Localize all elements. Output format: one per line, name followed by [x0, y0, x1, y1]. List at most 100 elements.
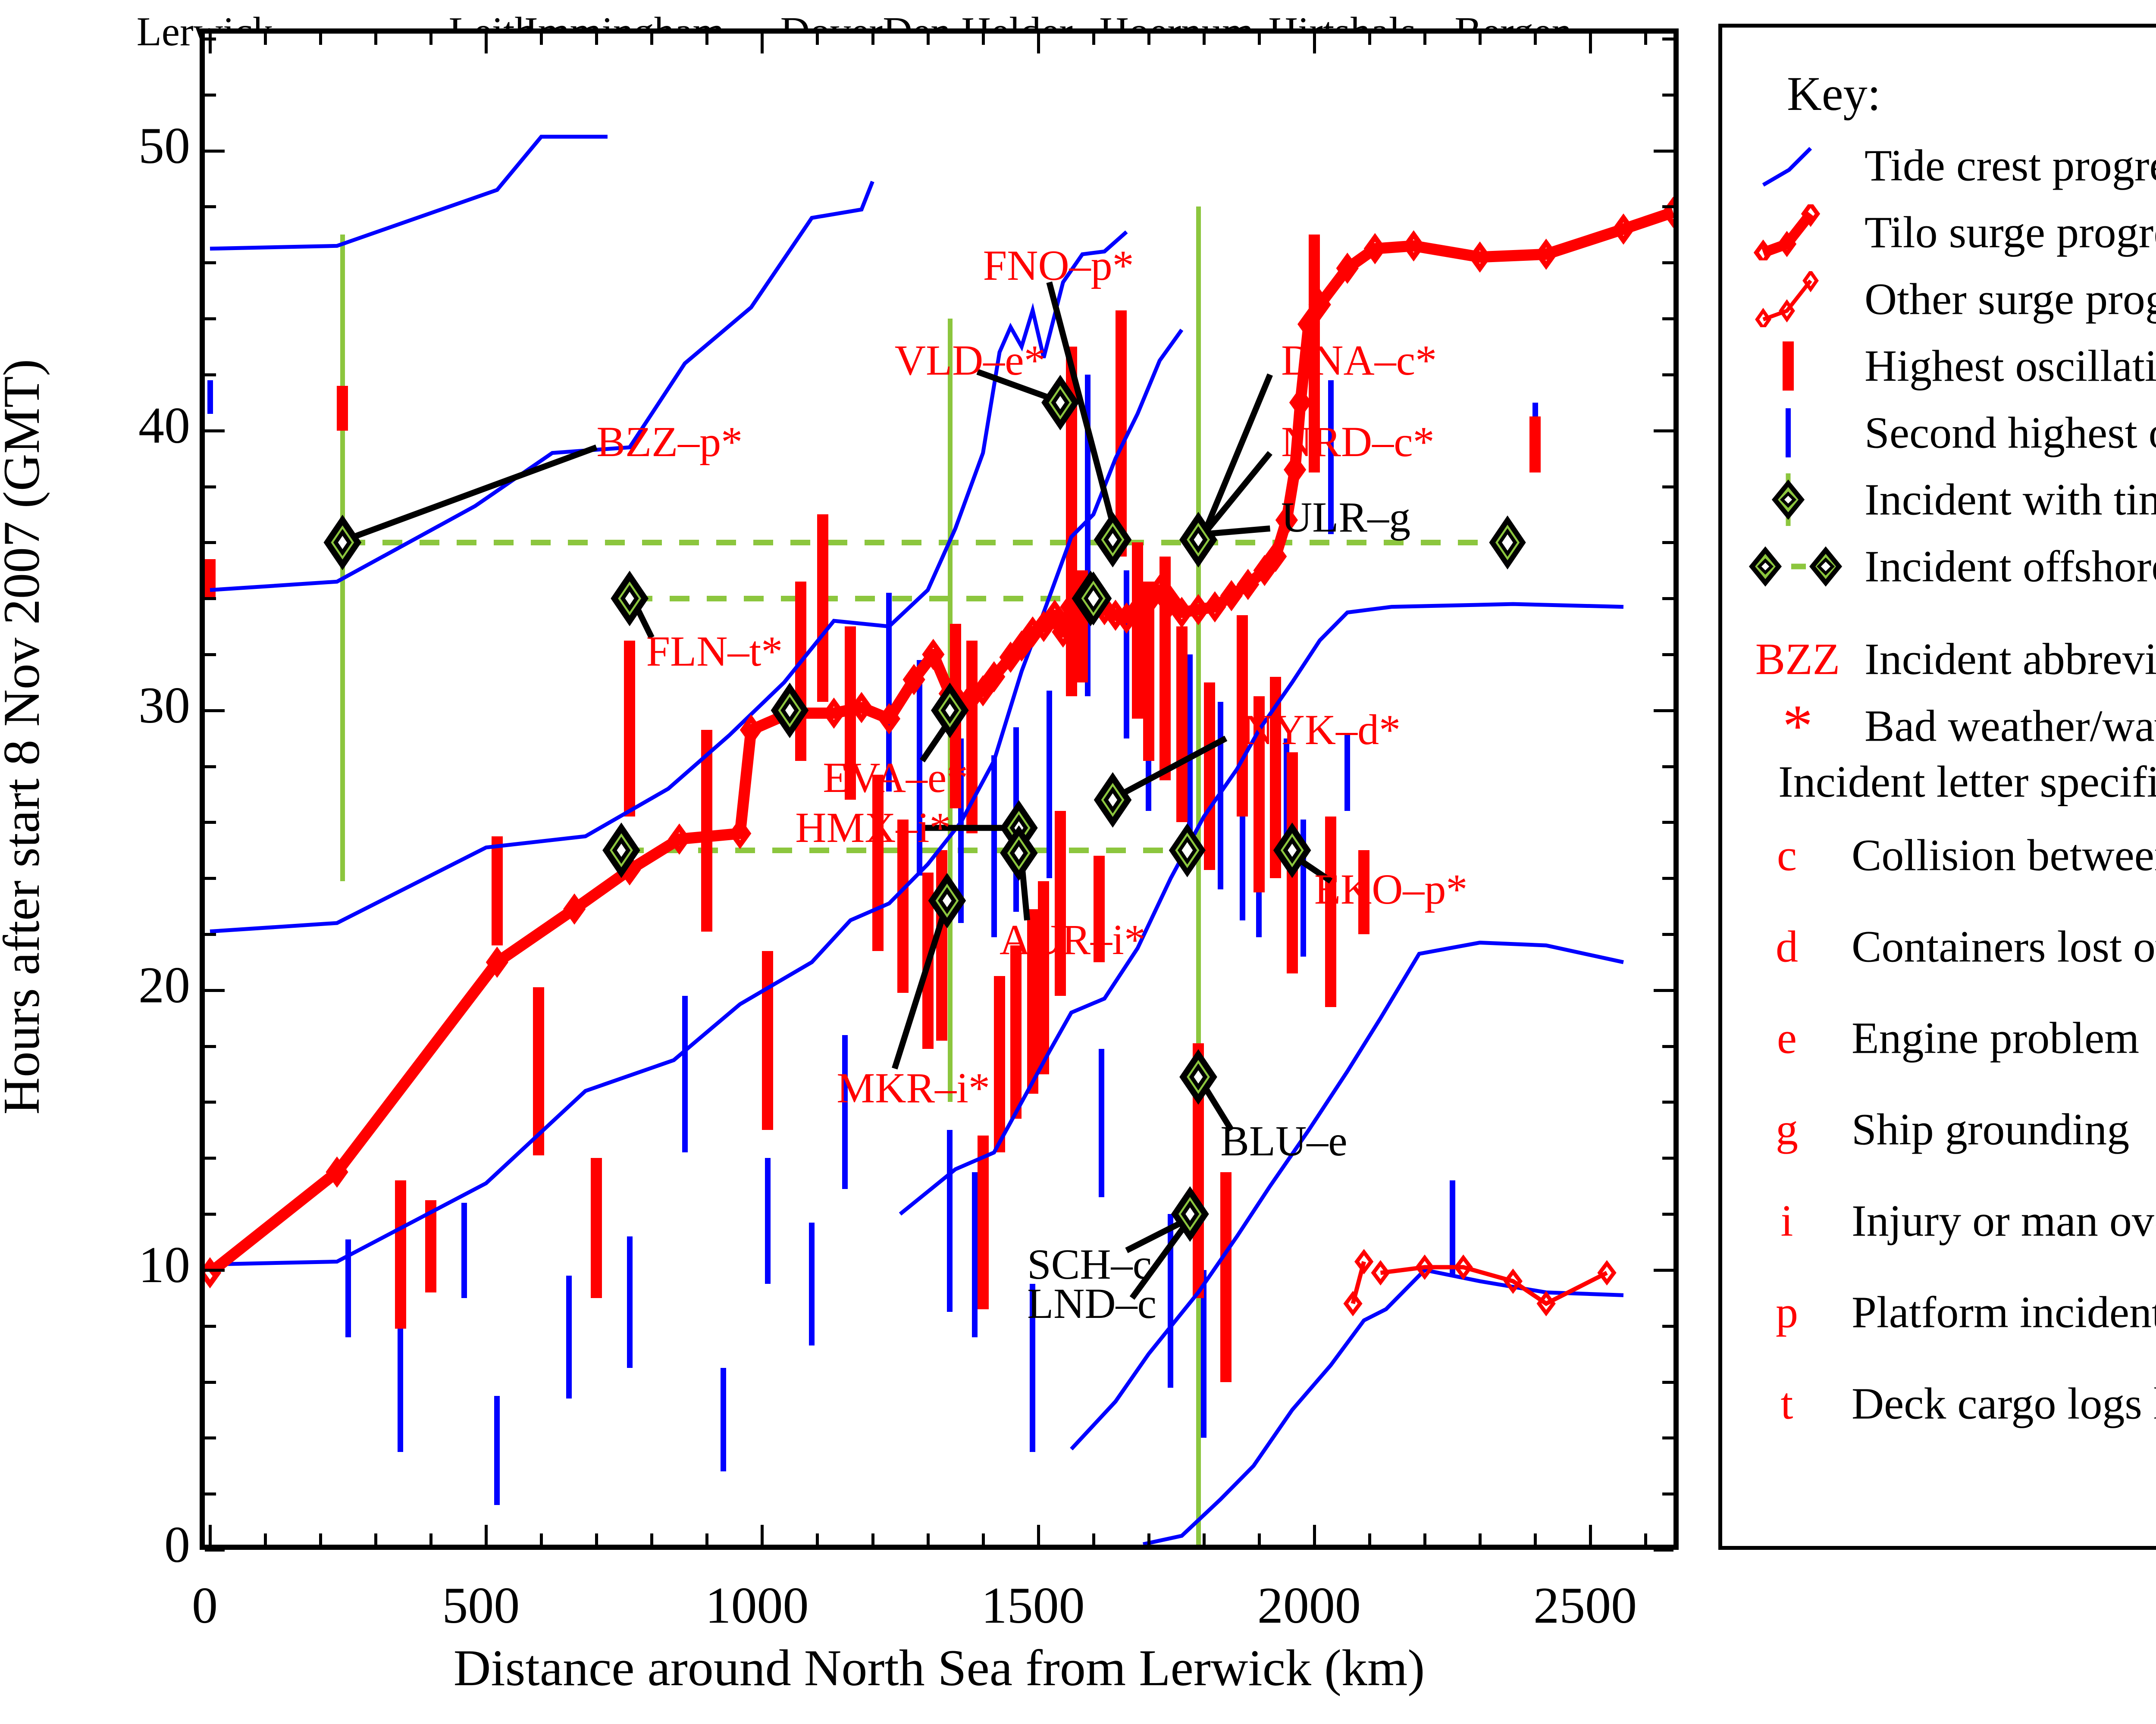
- other-surge-marker: [1415, 1254, 1435, 1280]
- highest-oscillation-bar: [977, 1136, 989, 1309]
- incident-annotation-eko: EKO–p*: [1314, 865, 1468, 914]
- incident-marker-core: [1051, 389, 1070, 416]
- legend-specifiers-heading: Incident letter specifiers:: [1778, 757, 2156, 807]
- second-highest-oscillation-bar: [398, 1326, 404, 1452]
- y-tick-label: 40: [138, 396, 190, 454]
- x-axis-tick: [1534, 1533, 1537, 1545]
- y-axis-tick: [205, 653, 216, 656]
- other-surge-marker: [1597, 1260, 1617, 1286]
- highest-oscillation-bar: [1358, 850, 1370, 935]
- annotation-leader-line: [1046, 281, 1119, 535]
- incident-annotation-mkr: MKR–i*: [837, 1064, 990, 1112]
- y-axis-tick: [1654, 429, 1673, 432]
- incident-annotation-nrd: NRD–c*: [1281, 417, 1435, 466]
- legend-item-second-oscillation-bar: Second highest oscillation: [1722, 405, 2156, 461]
- x-axis-tick: [1037, 34, 1040, 53]
- highest-oscillation-bar: [624, 640, 636, 817]
- incident-marker-core: [1103, 526, 1122, 554]
- y-axis-tick: [205, 317, 216, 321]
- legend-title: Key:: [1787, 67, 1881, 121]
- x-axis-tick: [1257, 1533, 1261, 1545]
- tilo-surge-marker: [1363, 233, 1386, 265]
- legend-item-label: Incident abbreviation: [1865, 634, 2156, 684]
- x-axis-tick: [1534, 34, 1537, 45]
- second-highest-oscillation-bar: [1046, 691, 1052, 879]
- legend-item-highest-oscillation-bar: Highest oscillation: [1722, 338, 2156, 394]
- plot-area: BZZ–p* FLN–t* EVA–e* VLD–e* FNO–p* DNA–c* NRD–…: [200, 28, 1679, 1552]
- incident-marker-core: [938, 887, 956, 914]
- second-highest-oscillation-bar: [1328, 380, 1334, 534]
- x-axis-tick: [209, 34, 212, 53]
- y-axis-tick: [1662, 541, 1673, 544]
- tilo-surge-marker: [1043, 599, 1066, 631]
- tilo-surge-marker: [1336, 252, 1359, 284]
- y-axis-tick: [1662, 1213, 1673, 1216]
- y-axis-title: Hours after start 8 Nov 2007 (GMT): [0, 359, 50, 1115]
- x-axis-tick: [1423, 1533, 1426, 1545]
- highest-oscillation-bar: [491, 836, 503, 945]
- tilo-surge-marker: [1662, 197, 1673, 228]
- x-axis-tick: [1202, 1533, 1206, 1545]
- y-axis-tick: [205, 709, 225, 712]
- tilo-surge-marker: [1308, 289, 1331, 320]
- tilo-surge-marker: [326, 1156, 348, 1188]
- y-axis-tick: [205, 989, 225, 992]
- second-highest-oscillation-bar: [721, 1368, 727, 1472]
- second-highest-oscillation-bar: [345, 1239, 351, 1337]
- x-axis-tick: [871, 1533, 874, 1545]
- legend-item-label: Highest oscillation: [1865, 341, 2156, 391]
- incident-annotation-hmx: HMX–i*: [795, 804, 951, 852]
- x-axis-tick: [209, 1525, 212, 1545]
- second-highest-oscillation-bar: [916, 660, 922, 876]
- incident-marker-core: [1283, 836, 1302, 864]
- incident-marker-core: [620, 585, 639, 612]
- x-axis-tick: [816, 34, 819, 45]
- legend-item-bad-weather-asterisk: * Bad weather/wave flag: [1722, 693, 2156, 760]
- x-axis-tick: [1479, 1533, 1482, 1545]
- y-axis-tick: [205, 1324, 216, 1328]
- legend-item-tilo-surge-line: Tilo surge progression: [1722, 204, 2156, 260]
- plot-clip: BZZ–p* FLN–t* EVA–e* VLD–e* FNO–p* DNA–c* NRD–…: [205, 34, 1673, 1545]
- incident-annotation-nyk: NYK–d*: [1242, 706, 1401, 754]
- highest-oscillation-bar: [533, 987, 544, 1155]
- y-axis-tick: [205, 1492, 216, 1496]
- x-axis-tick: [761, 34, 764, 53]
- x-tick-label: 0: [192, 1577, 218, 1634]
- tilo-surge-marker: [563, 893, 586, 925]
- tide-crest-line-icon: [1762, 147, 1812, 187]
- annotation-leader-line: [892, 910, 947, 1070]
- second-highest-oscillation-bar: [1168, 1214, 1174, 1388]
- tilo-surge-line-icon: [1753, 204, 1821, 260]
- second-highest-oscillation-bar: [991, 755, 997, 937]
- highest-oscillation-bar: [817, 514, 829, 702]
- highest-oscillation-bar: [1093, 856, 1105, 962]
- highest-oscillation-bar: [1237, 615, 1248, 817]
- second-highest-oscillation-bar: [971, 1172, 978, 1337]
- x-axis-tick: [429, 1533, 433, 1545]
- y-axis-tick: [1662, 373, 1673, 376]
- y-axis-tick: [205, 373, 216, 376]
- highest-oscillation-bar: [1176, 626, 1188, 823]
- x-axis-tick: [1368, 1533, 1371, 1545]
- x-axis-tick: [374, 1533, 378, 1545]
- x-axis-tick: [1479, 34, 1482, 45]
- x-axis-tick: [650, 1533, 654, 1545]
- annotation-leader-line: [1129, 1220, 1190, 1300]
- other-surge-marker: [1454, 1254, 1473, 1280]
- annotation-leader-line: [1201, 373, 1273, 535]
- incident-annotation-fln: FLN–t*: [646, 627, 783, 676]
- tilo-surge-marker: [1275, 504, 1298, 536]
- y-axis-tick: [205, 485, 216, 488]
- x-tick-label: 2000: [1257, 1577, 1361, 1634]
- other-surge-marker: [1371, 1260, 1390, 1286]
- x-axis-tick: [540, 1533, 543, 1545]
- legend-specifier-i: i Injury or man overboard: [1722, 1193, 2156, 1249]
- legend-panel: Key: Tide crest progression Tilo surge pr…: [1718, 24, 2156, 1550]
- second-highest-oscillation-bar: [1030, 1284, 1036, 1452]
- other-surge-marker: [1536, 1291, 1556, 1317]
- x-axis-tick: [926, 1533, 930, 1545]
- tilo-surge-marker: [486, 946, 508, 978]
- y-axis-tick: [205, 1213, 216, 1216]
- annotation-leader-line: [1125, 1217, 1189, 1253]
- x-axis-tick: [1147, 1533, 1150, 1545]
